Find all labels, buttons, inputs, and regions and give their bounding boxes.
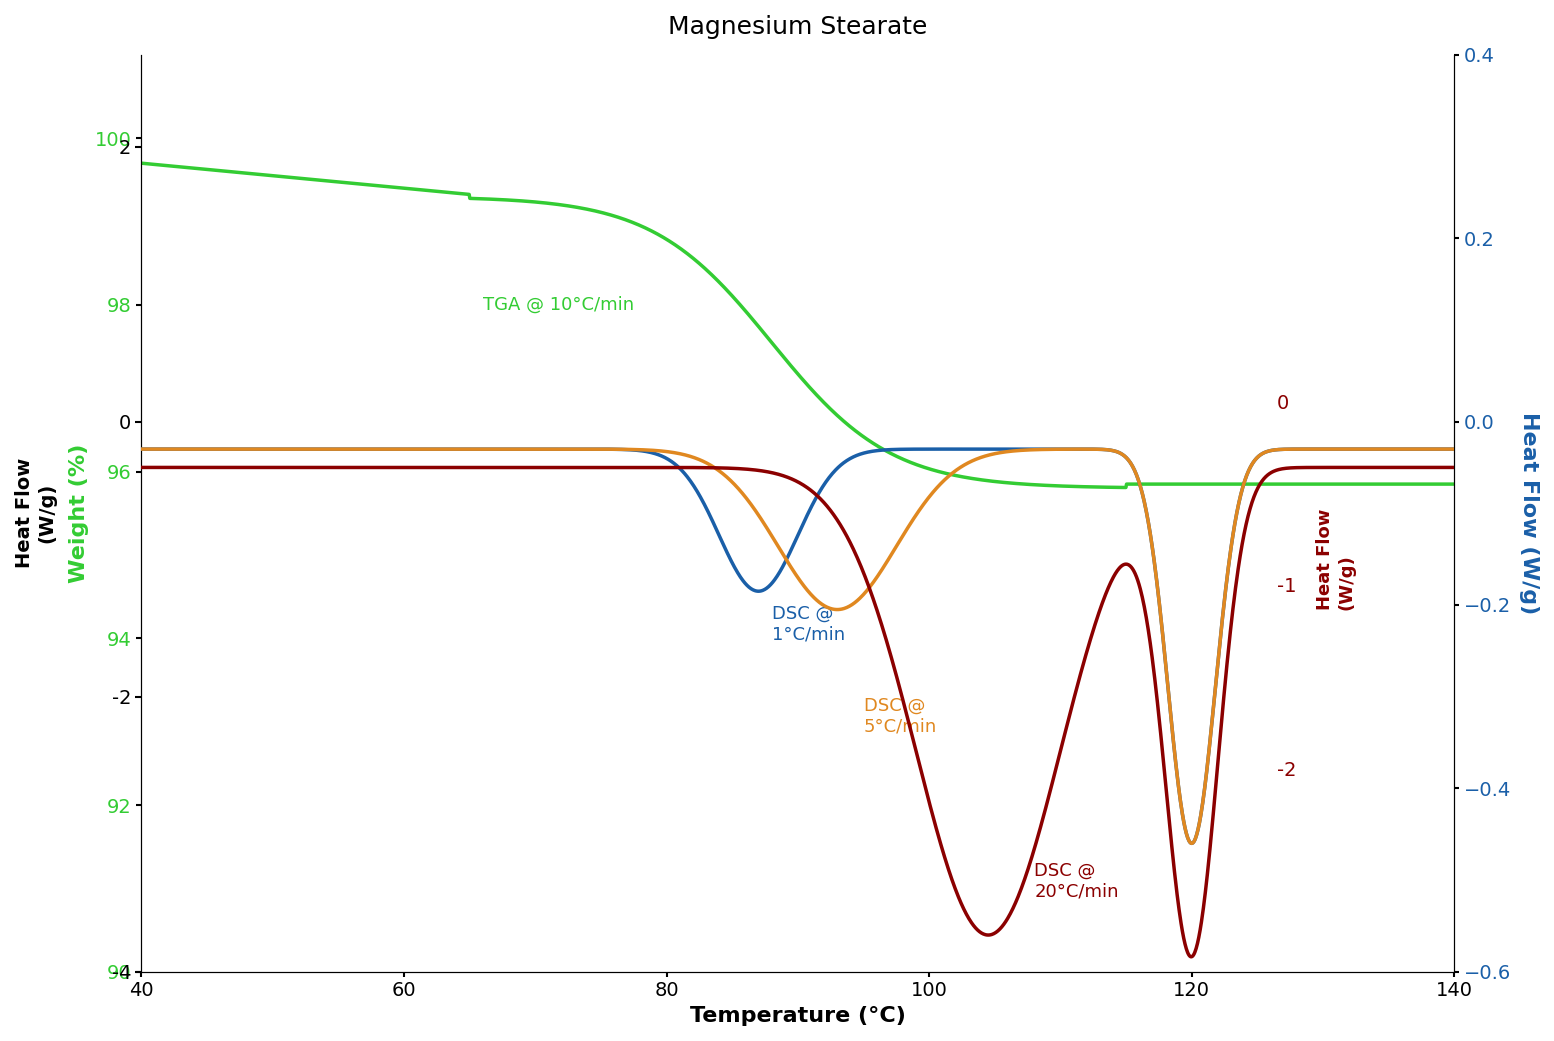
Title: Magnesium Stearate: Magnesium Stearate — [668, 15, 928, 39]
Y-axis label: Heat Flow (W/g): Heat Flow (W/g) — [1518, 412, 1538, 614]
Text: TGA @ 10°C/min: TGA @ 10°C/min — [483, 296, 634, 314]
Y-axis label: Weight (%): Weight (%) — [70, 443, 89, 583]
Text: DSC @
5°C/min: DSC @ 5°C/min — [864, 696, 937, 735]
Text: 0: 0 — [1277, 393, 1290, 412]
Text: -2: -2 — [1277, 761, 1296, 780]
Text: Heat Flow
(W/g): Heat Flow (W/g) — [1316, 508, 1355, 610]
X-axis label: Temperature (°C): Temperature (°C) — [690, 1006, 906, 1026]
Text: DSC @
20°C/min: DSC @ 20°C/min — [1033, 862, 1119, 900]
Text: -1: -1 — [1277, 577, 1296, 596]
Text: DSC @
1°C/min: DSC @ 1°C/min — [772, 605, 845, 643]
Y-axis label: Heat Flow
(W/g): Heat Flow (W/g) — [16, 458, 56, 568]
